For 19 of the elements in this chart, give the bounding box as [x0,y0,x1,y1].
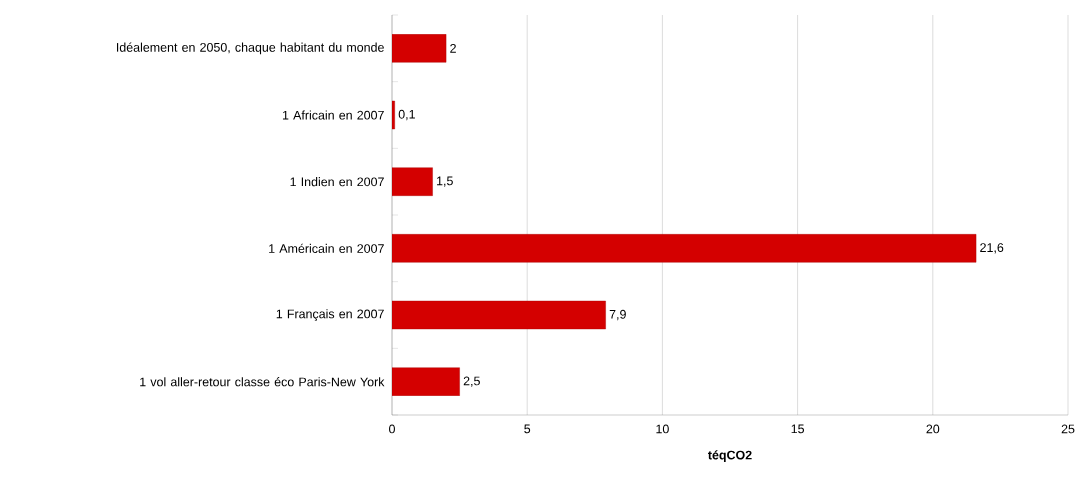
data-label: 2 [450,44,456,53]
data-label: 21,6 [980,243,1004,254]
data-label: 1,5 [437,176,453,187]
x-tick-label: 10 [656,424,669,434]
y-tick-label: 1 vol aller-retour classe éco Paris-New York [140,377,385,387]
x-axis-title: téqCO2 [708,450,752,462]
x-tick-label: 5 [524,424,531,434]
x-tick-label: 15 [791,424,805,434]
y-tick-label: 1 Français en 2007 [276,309,384,321]
y-tick-label: 1 Africain en 2007 [282,110,384,120]
x-tick-label: 25 [1061,424,1075,434]
x-tick-label: 20 [926,424,940,434]
y-tick-label: 1 Américain en 2007 [269,243,384,253]
data-label: 2,5 [463,376,480,387]
y-tick-label: Idéalement en 2050, chaque habitant du monde [117,42,384,55]
data-label: 7,9 [609,309,626,321]
y-tick-label: 1 Indien en 2007 [290,177,384,187]
x-tick-label: 0 [389,424,395,434]
data-label: 0,1 [398,109,415,121]
